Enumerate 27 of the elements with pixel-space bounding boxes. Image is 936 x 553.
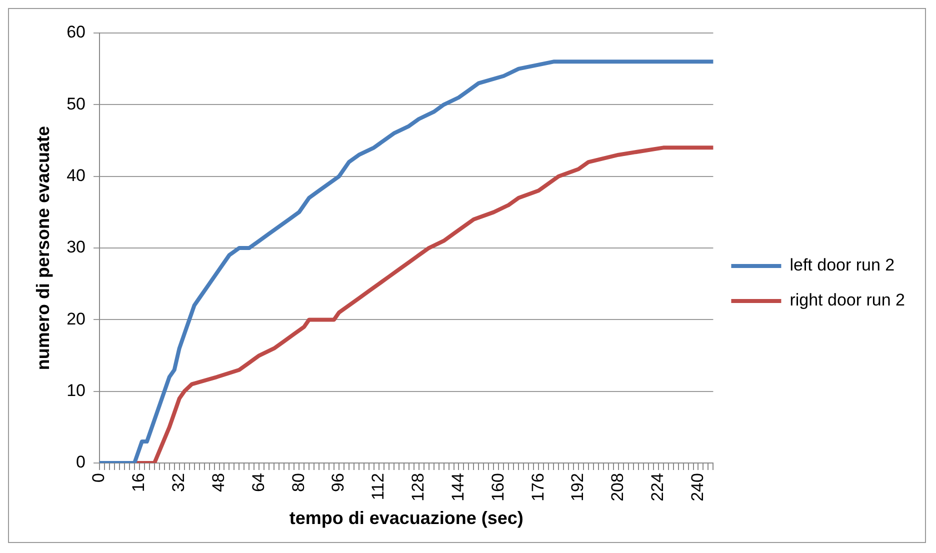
- x-tick-label: 160: [488, 473, 508, 502]
- y-tick-label: 10: [66, 381, 86, 400]
- y-tick-label: 60: [66, 22, 86, 42]
- legend-label: left door run 2: [790, 256, 895, 275]
- x-tick-label: 176: [528, 473, 548, 502]
- x-tick-label: 192: [568, 473, 588, 502]
- x-tick-label: 208: [608, 473, 628, 502]
- y-tick-label: 20: [66, 309, 86, 328]
- y-tick-label: 0: [76, 452, 86, 472]
- x-tick-label: 48: [208, 473, 228, 492]
- x-axis-title: tempo di evacuazione (sec): [289, 508, 524, 528]
- x-tick-label: 64: [248, 473, 268, 492]
- x-tick-label: 0: [89, 473, 108, 483]
- y-tick-label: 40: [66, 166, 86, 186]
- y-tick-label: 50: [66, 94, 86, 114]
- x-tick-label: 80: [288, 473, 308, 492]
- x-tick-label: 32: [169, 473, 188, 492]
- x-tick-label: 240: [688, 473, 707, 502]
- y-tick-label: 30: [66, 238, 86, 257]
- x-tick-label: 224: [648, 473, 668, 502]
- x-tick-label: 112: [368, 473, 388, 500]
- x-tick-label: 96: [328, 473, 348, 492]
- x-tick-label: 16: [129, 473, 148, 492]
- y-axis-title: numero di persone evacuate: [32, 126, 53, 370]
- legend-label: right door run 2: [790, 290, 906, 310]
- x-tick-label: 144: [448, 473, 468, 502]
- x-tick-label: 128: [408, 473, 428, 502]
